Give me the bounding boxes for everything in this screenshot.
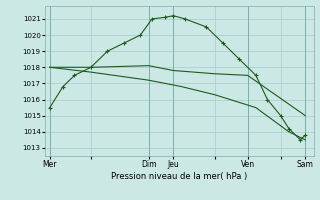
X-axis label: Pression niveau de la mer( hPa ): Pression niveau de la mer( hPa ) [111, 172, 247, 181]
